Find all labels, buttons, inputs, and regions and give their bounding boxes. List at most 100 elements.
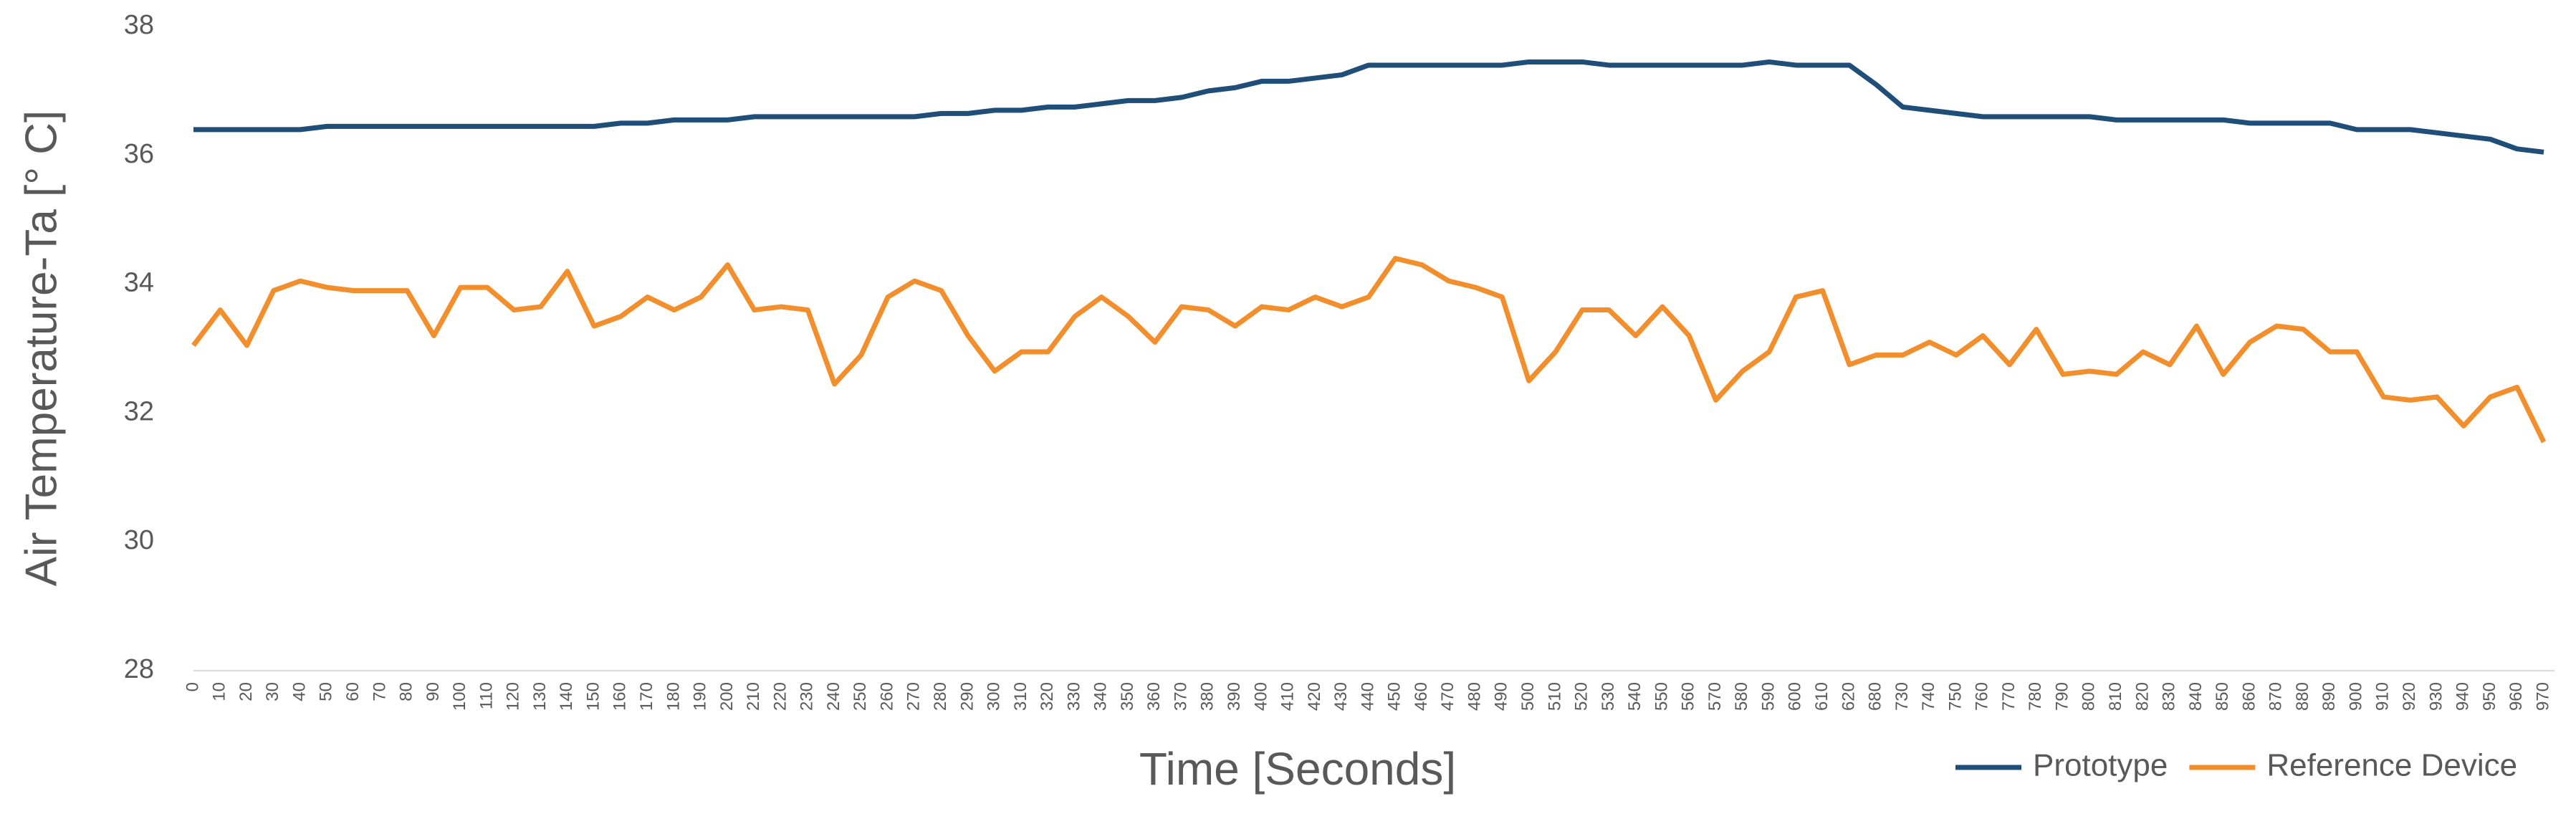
x-tick-label: 950 <box>2480 682 2499 711</box>
x-tick-label: 840 <box>2186 682 2206 711</box>
x-tick-label: 120 <box>504 682 523 711</box>
x-tick-label: 880 <box>2293 682 2312 711</box>
x-tick-label: 180 <box>664 682 683 711</box>
data-line <box>193 59 2544 155</box>
x-tick-label: 70 <box>370 682 389 701</box>
y-axis-title: Air Temperature-Ta [° C] <box>16 110 66 587</box>
x-tick-label: 740 <box>1919 682 1938 711</box>
x-tick-label: 500 <box>1518 682 1538 711</box>
x-tick-label: 450 <box>1385 682 1404 711</box>
x-tick-label: 190 <box>691 682 710 711</box>
x-tick-label: 900 <box>2346 682 2365 711</box>
x-tick-label: 610 <box>1812 682 1832 711</box>
x-tick-label: 860 <box>2239 682 2259 711</box>
x-tick-label: 50 <box>317 682 336 701</box>
x-tick-label: 490 <box>1492 682 1511 711</box>
x-tick-label: 320 <box>1038 682 1057 711</box>
x-tick-label: 790 <box>2052 682 2072 711</box>
x-tick-label: 230 <box>798 682 817 711</box>
y-tick-label: 28 <box>124 654 154 684</box>
x-tick-label: 340 <box>1091 682 1111 711</box>
x-tick-label: 200 <box>717 682 737 711</box>
x-tick-label: 270 <box>904 682 924 711</box>
x-tick-label: 90 <box>423 682 443 701</box>
y-tick-label: 32 <box>124 396 154 426</box>
x-tick-label: 780 <box>2026 682 2045 711</box>
x-tick-label: 260 <box>877 682 896 711</box>
x-tick-label: 280 <box>931 682 950 711</box>
x-tick-label: 430 <box>1331 682 1351 711</box>
x-tick-label: 540 <box>1625 682 1644 711</box>
x-tick-label: 20 <box>236 682 256 701</box>
x-tick-label: 940 <box>2453 682 2473 711</box>
x-tick-label: 380 <box>1198 682 1217 711</box>
x-tick-label: 210 <box>744 682 763 711</box>
x-tick-label: 850 <box>2213 682 2232 711</box>
x-tick-label: 440 <box>1358 682 1377 711</box>
x-tick-label: 580 <box>1732 682 1751 711</box>
x-tick-label: 290 <box>957 682 977 711</box>
x-tick-label: 10 <box>210 682 229 701</box>
x-tick-label: 150 <box>583 682 603 711</box>
x-tick-label: 920 <box>2400 682 2419 711</box>
legend-label: Prototype <box>2033 748 2168 783</box>
x-tick-label: 770 <box>1999 682 2019 711</box>
x-tick-label: 890 <box>2319 682 2339 711</box>
y-tick-label: 38 <box>124 10 154 40</box>
x-tick-label: 600 <box>1786 682 1805 711</box>
x-tick-label: 300 <box>985 682 1004 711</box>
x-tick-label: 480 <box>1465 682 1484 711</box>
x-tick-label: 620 <box>1839 682 1858 711</box>
x-tick-label: 250 <box>851 682 870 711</box>
x-tick-label: 810 <box>2106 682 2125 711</box>
legend-label: Reference Device <box>2266 748 2517 783</box>
x-tick-label: 870 <box>2266 682 2286 711</box>
x-tick-label: 30 <box>263 682 282 701</box>
x-tick-label: 330 <box>1064 682 1083 711</box>
x-tick-label: 130 <box>530 682 550 711</box>
x-tick-label: 470 <box>1438 682 1457 711</box>
x-tick-label: 750 <box>1945 682 1965 711</box>
x-tick-label: 110 <box>477 682 496 709</box>
x-tick-label: 560 <box>1679 682 1698 711</box>
x-tick-label: 510 <box>1545 682 1564 711</box>
x-tick-label: 240 <box>824 682 843 711</box>
x-tick-label: 400 <box>1251 682 1270 711</box>
x-tick-label: 680 <box>1866 682 1885 711</box>
x-tick-label: 550 <box>1652 682 1671 711</box>
x-tick-label: 140 <box>557 682 576 711</box>
x-tick-label: 310 <box>1011 682 1030 711</box>
x-tick-label: 0 <box>183 682 202 691</box>
x-tick-label: 350 <box>1118 682 1137 711</box>
x-tick-label: 220 <box>770 682 790 711</box>
x-tick-label: 160 <box>611 682 630 711</box>
x-tick-label: 970 <box>2533 682 2552 711</box>
x-tick-label: 910 <box>2373 682 2393 711</box>
y-tick-label: 30 <box>124 525 154 555</box>
x-tick-label: 410 <box>1278 682 1298 711</box>
x-axis-title: Time [Seconds] <box>1139 743 1456 795</box>
x-tick-label: 40 <box>289 682 309 701</box>
x-tick-label: 960 <box>2506 682 2526 711</box>
x-tick-label: 170 <box>637 682 656 711</box>
x-tick-label: 820 <box>2132 682 2152 711</box>
data-line <box>191 256 2547 444</box>
x-tick-label: 800 <box>2079 682 2099 711</box>
x-tick-label: 570 <box>1705 682 1725 711</box>
y-tick-label: 34 <box>124 268 154 298</box>
x-tick-label: 830 <box>2160 682 2179 711</box>
x-tick-label: 590 <box>1758 682 1778 711</box>
x-tick-label: 80 <box>397 682 416 701</box>
x-tick-label: 370 <box>1171 682 1190 711</box>
x-tick-label: 730 <box>1892 682 1912 711</box>
x-tick-label: 930 <box>2426 682 2446 711</box>
x-tick-label: 520 <box>1572 682 1591 711</box>
x-tick-label: 390 <box>1225 682 1244 711</box>
x-tick-label: 760 <box>1973 682 1992 711</box>
x-tick-label: 60 <box>343 682 363 701</box>
x-tick-label: 360 <box>1144 682 1164 711</box>
x-tick-label: 420 <box>1305 682 1324 711</box>
x-tick-label: 460 <box>1412 682 1431 711</box>
